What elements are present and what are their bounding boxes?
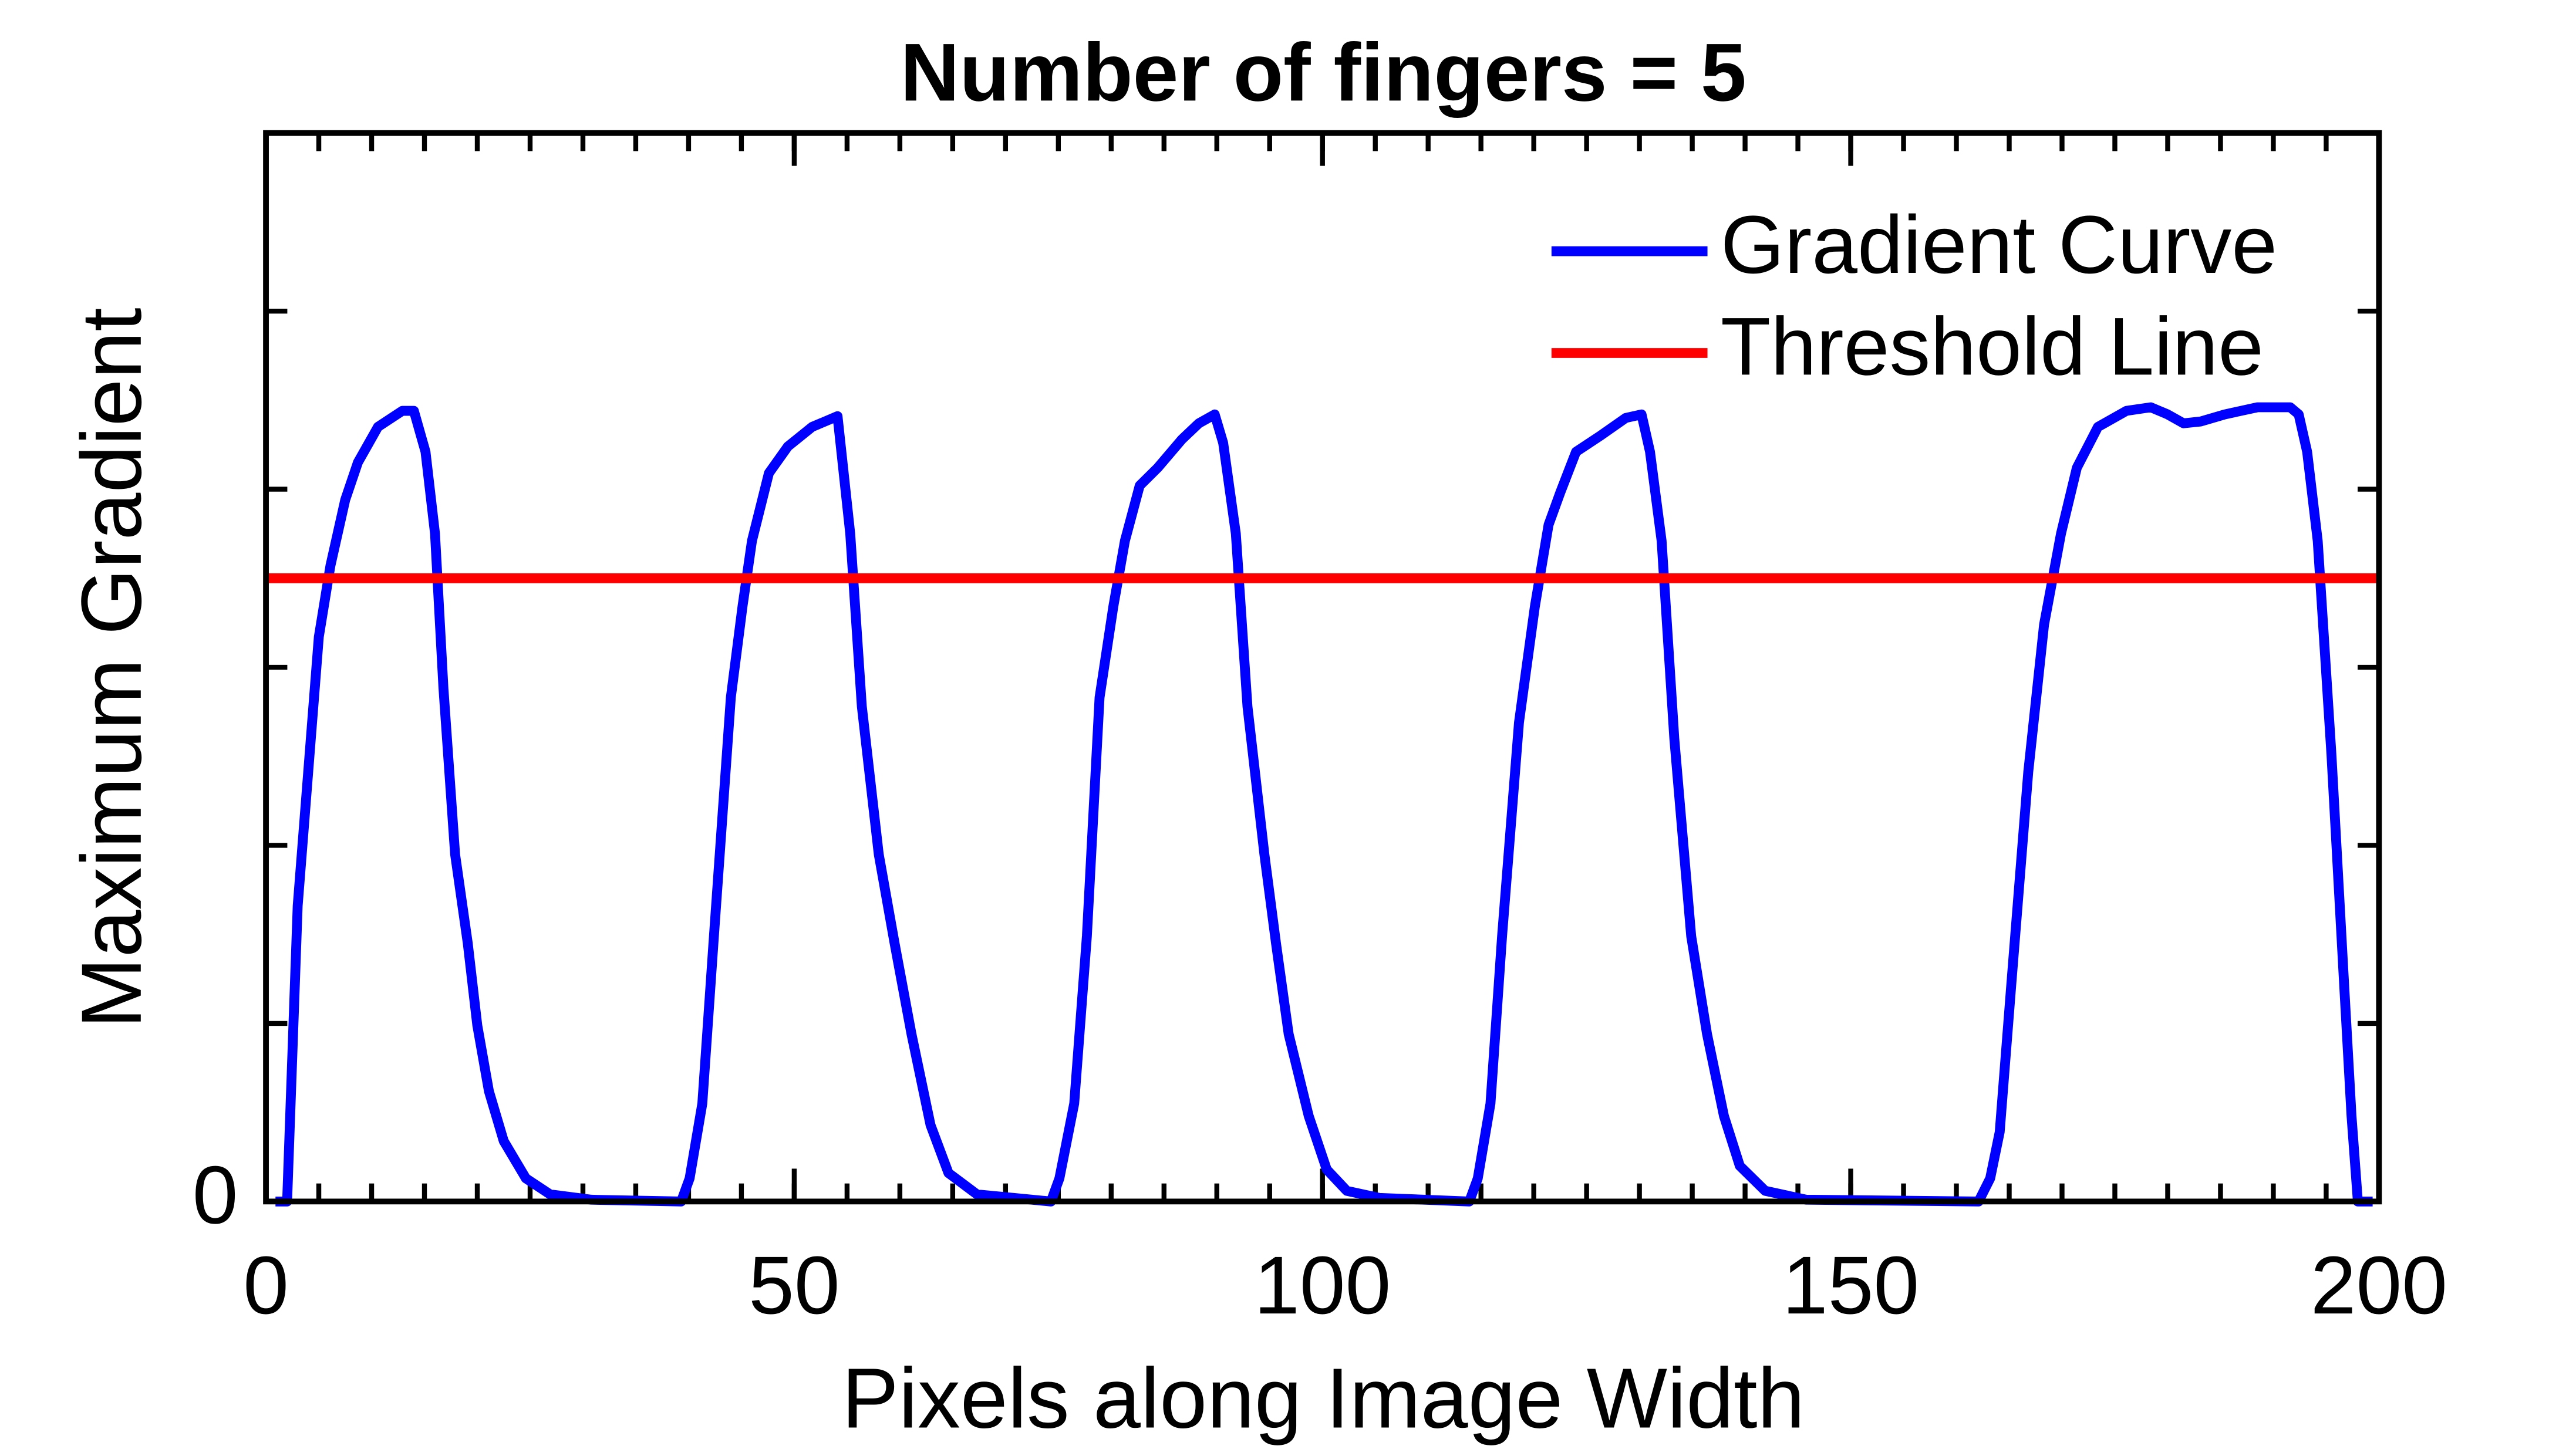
x-tick-label: 50	[748, 1239, 840, 1331]
y-tick-label: 0	[193, 1148, 238, 1241]
x-tick-label: 150	[1782, 1239, 1919, 1331]
legend-label: Threshold Line	[1721, 300, 2264, 392]
x-tick-label: 0	[243, 1239, 289, 1331]
line-series	[275, 402, 2373, 1207]
x-tick-label: 200	[2311, 1239, 2447, 1331]
x-tick-label: 100	[1254, 1239, 1391, 1331]
x-axis-label: Pixels along Image Width	[842, 1350, 1805, 1446]
plot-frame	[263, 130, 2382, 1205]
chart-title: Number of fingers = 5	[900, 26, 1746, 118]
legend-label: Gradient Curve	[1721, 198, 2277, 290]
y-axis-label: Maximum Gradient	[63, 308, 159, 1028]
